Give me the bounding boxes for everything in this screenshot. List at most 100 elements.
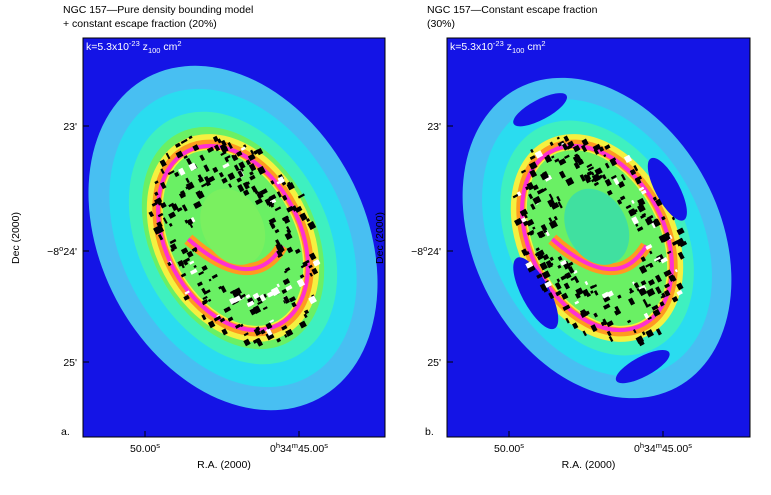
hii-region [640, 280, 647, 286]
hii-region [156, 198, 163, 206]
map-image [447, 38, 750, 437]
hii-region [676, 289, 683, 296]
hii-region [586, 293, 592, 298]
hii-region [600, 321, 606, 327]
hii-region [579, 309, 586, 314]
hii-region [176, 207, 183, 213]
hii-region [606, 290, 614, 298]
panel-title: NGC 157—Constant escape fraction [427, 4, 598, 16]
hii-region [553, 215, 558, 221]
hii-region [565, 317, 570, 324]
hii-region [238, 161, 246, 170]
hii-region [188, 222, 194, 229]
hii-region [274, 228, 280, 234]
hii-region [663, 232, 671, 241]
hii-region [185, 185, 191, 190]
hii-region [181, 204, 188, 212]
hii-region [520, 169, 527, 174]
subscript: 100 [148, 46, 161, 55]
hii-region [307, 221, 317, 231]
label-part: 25' [427, 357, 441, 369]
label-part: 0 [270, 443, 276, 455]
hii-region [604, 178, 612, 187]
hii-region [613, 177, 620, 186]
gap [615, 349, 670, 384]
hii-region [169, 238, 177, 245]
hii-region [593, 148, 600, 155]
hii-region [304, 309, 310, 315]
hii-region [217, 138, 222, 144]
hii-region [249, 171, 254, 176]
emission-ring [520, 143, 674, 333]
hii-region [224, 155, 231, 160]
spiral-arm [186, 237, 285, 272]
hii-region [154, 180, 159, 185]
hii-region [193, 200, 202, 210]
hii-region [666, 250, 672, 255]
hii-region [585, 177, 592, 184]
hii-region [544, 280, 553, 289]
label-part: 0 [634, 443, 640, 455]
hii-region [291, 301, 297, 308]
hii-region [148, 211, 155, 218]
hii-region [548, 193, 554, 201]
hii-region [679, 240, 688, 248]
hii-region [558, 158, 567, 166]
hii-region [186, 250, 194, 258]
hii-region [539, 283, 547, 292]
hii-region [655, 286, 662, 295]
x-axis-label: R.A. (2000) [197, 459, 251, 471]
hii-region [645, 262, 652, 268]
hii-region [540, 224, 548, 232]
hii-region [555, 290, 562, 297]
hii-region [223, 145, 228, 151]
hii-region [678, 237, 685, 244]
hii-region [240, 293, 246, 299]
hii-region [564, 154, 570, 160]
hii-region [198, 271, 205, 276]
hii-region [594, 167, 603, 176]
hii-region [614, 309, 621, 316]
hii-region [168, 222, 173, 227]
hii-region [587, 166, 595, 172]
hii-region [561, 292, 569, 300]
hii-region [549, 256, 554, 262]
hii-region [606, 320, 614, 328]
hii-region [162, 217, 168, 224]
hii-region [529, 155, 536, 161]
hii-region [514, 217, 523, 227]
hii-region [276, 337, 282, 343]
hii-region [563, 282, 571, 290]
label-part: k=5.3x10 [450, 41, 493, 53]
hii-region [220, 139, 227, 147]
hii-region [212, 166, 219, 173]
label-part: 34 [644, 443, 656, 455]
hii-region [638, 201, 645, 207]
hii-region [308, 264, 313, 269]
hii-region [299, 274, 305, 279]
hii-region [201, 300, 207, 306]
hii-region [259, 293, 267, 302]
hii-region [174, 142, 181, 148]
spiral-arm [550, 237, 649, 272]
label-part: 34 [280, 443, 292, 455]
hii-region [638, 265, 648, 274]
hii-region [631, 216, 639, 225]
hii-region [281, 325, 288, 331]
gap [513, 93, 568, 127]
hii-region [252, 337, 261, 344]
hii-region [638, 186, 645, 192]
hii-region [658, 235, 663, 240]
hii-region [253, 187, 259, 195]
subscript: 100 [512, 46, 525, 55]
hii-region [645, 303, 652, 308]
hii-region [183, 257, 191, 264]
hii-region [234, 323, 241, 329]
galaxy-core [200, 188, 266, 265]
hii-region [558, 170, 566, 179]
hii-region [300, 263, 308, 269]
hii-region [661, 215, 666, 221]
hii-region [551, 155, 555, 159]
hii-region [218, 171, 224, 178]
